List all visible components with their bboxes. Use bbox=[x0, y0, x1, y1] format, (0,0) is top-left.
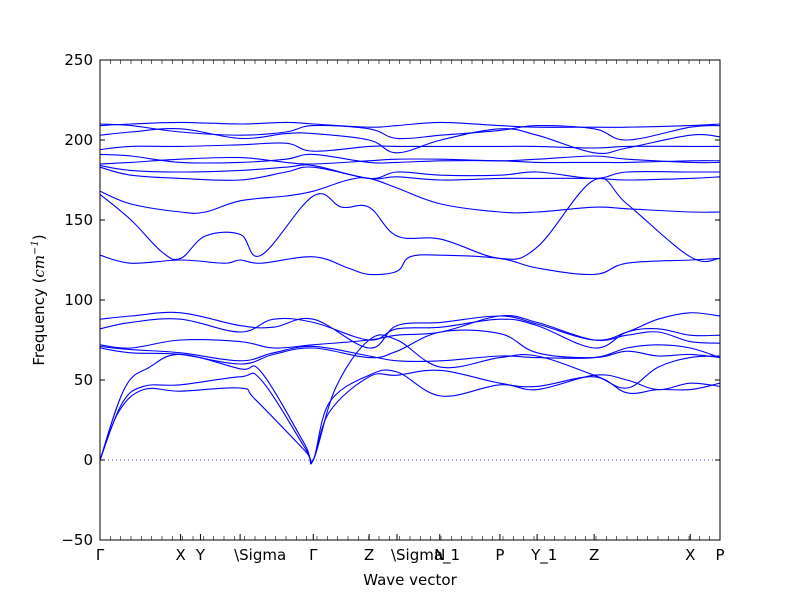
x-axis: Γ X Y \Sigma Γ Z \Sigma_1N P Y_1 Z X P bbox=[96, 60, 725, 565]
band-line-15 bbox=[100, 153, 720, 164]
x-tick-label-2: X bbox=[175, 546, 185, 564]
y-axis-label-prefix: Frequency ( bbox=[30, 278, 48, 366]
band-line-18 bbox=[100, 123, 720, 141]
x-tick-label-5: Γ bbox=[309, 546, 318, 564]
y-tick-label-100: 100 bbox=[64, 291, 93, 309]
y-tick-label-150: 150 bbox=[64, 211, 93, 229]
band-line-9 bbox=[100, 254, 720, 276]
band-line-12 bbox=[100, 166, 720, 181]
y-tick-label-250: 250 bbox=[64, 51, 93, 69]
band-line-2 bbox=[100, 369, 720, 464]
x-tick-label-7: \Sigma_1 bbox=[391, 546, 460, 565]
x-axis-label: Wave vector bbox=[363, 571, 457, 589]
y-axis-label-unit: cm bbox=[30, 255, 48, 278]
x-tick-label-11: Z bbox=[589, 546, 599, 564]
band-line-1 bbox=[100, 369, 720, 464]
y-axis-label: Frequency (cm−1) bbox=[30, 234, 48, 365]
band-line-6 bbox=[100, 315, 720, 349]
x-tick-label-3: Y bbox=[195, 546, 206, 564]
x-tick-label-12: X bbox=[685, 546, 695, 564]
bands-layer bbox=[100, 121, 720, 465]
band-line-7 bbox=[100, 317, 720, 349]
y-tick-label-0: 0 bbox=[83, 451, 93, 469]
x-tick-label-10: Y_1 bbox=[530, 546, 557, 565]
y-tick-label-50: 50 bbox=[74, 371, 93, 389]
band-line-4 bbox=[100, 329, 720, 365]
band-line-17 bbox=[100, 128, 720, 155]
x-tick-label-9: P bbox=[495, 546, 504, 564]
band-line-19 bbox=[100, 121, 720, 128]
y-tick-label-200: 200 bbox=[64, 131, 93, 149]
y-axis-label-suffix: ) bbox=[30, 234, 48, 240]
band-line-16 bbox=[100, 142, 720, 152]
y-axis-label-exponent: −1 bbox=[30, 240, 41, 255]
x-tick-label-4: \Sigma bbox=[234, 546, 286, 564]
x-tick-label-8: N bbox=[434, 546, 445, 564]
band-line-8 bbox=[100, 311, 720, 349]
y-axis: −50 0 50 100 150 200 250 bbox=[61, 51, 720, 549]
x-tick-label-1: Γ bbox=[96, 546, 105, 564]
x-tick-label-6: Z bbox=[364, 546, 374, 564]
band-line-14 bbox=[100, 155, 720, 165]
x-tick-label-13: P bbox=[715, 546, 724, 564]
y-tick-label--50: −50 bbox=[61, 531, 93, 549]
band-line-13 bbox=[100, 164, 720, 180]
band-line-5 bbox=[100, 344, 720, 362]
